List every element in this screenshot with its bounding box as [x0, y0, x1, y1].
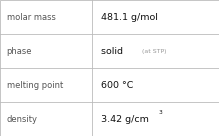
Text: 600 °C: 600 °C	[101, 81, 133, 89]
Text: 3.42 g/cm: 3.42 g/cm	[101, 115, 149, 123]
Text: (at STP): (at STP)	[142, 49, 167, 53]
Text: phase: phase	[7, 47, 32, 55]
Text: melting point: melting point	[7, 81, 63, 89]
Text: 481.1 g/mol: 481.1 g/mol	[101, 13, 158, 21]
Text: 3: 3	[159, 110, 162, 115]
Text: molar mass: molar mass	[7, 13, 55, 21]
Text: solid: solid	[101, 47, 129, 55]
Text: density: density	[7, 115, 38, 123]
